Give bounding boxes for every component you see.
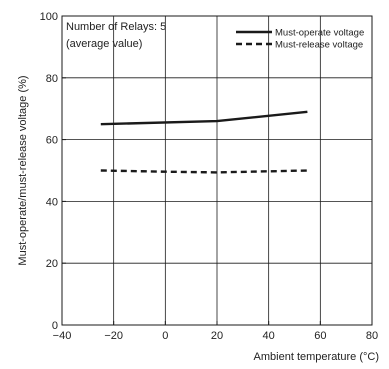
x-tick-label: −20 <box>104 330 123 342</box>
legend-label-must-operate: Must-operate voltage <box>275 28 364 39</box>
annotation-relays: Number of Relays: 5 <box>66 21 166 33</box>
y-tick-label: 20 <box>46 258 58 270</box>
x-axis-label: Ambient temperature (°C) <box>254 351 379 363</box>
x-tick-labels: −40 −20 0 20 40 60 80 <box>53 321 378 342</box>
series <box>100 110 308 174</box>
grid <box>62 16 372 325</box>
legend: Must-operate voltage Must-release voltag… <box>236 28 364 51</box>
legend-label-must-release: Must-release voltage <box>275 40 363 51</box>
y-tick-label: 100 <box>40 11 58 23</box>
x-tick-label: 40 <box>263 330 275 342</box>
y-axis-label: Must-operate/must-release voltage (%) <box>17 75 29 265</box>
series-line-must-release <box>100 169 308 174</box>
y-tick-label: 0 <box>52 320 58 332</box>
x-tick-label: 0 <box>162 330 168 342</box>
x-tick-label: 20 <box>211 330 223 342</box>
y-tick-label: 80 <box>46 73 58 85</box>
x-tick-label: 80 <box>366 330 378 342</box>
y-tick-labels: 0 20 40 60 80 100 <box>40 11 66 332</box>
x-tick-label: −40 <box>53 330 72 342</box>
y-tick-label: 40 <box>46 196 58 208</box>
annotation-average: (average value) <box>66 38 142 50</box>
x-tick-label: 60 <box>314 330 326 342</box>
series-line-must-operate <box>100 110 308 126</box>
y-tick-label: 60 <box>46 135 58 147</box>
